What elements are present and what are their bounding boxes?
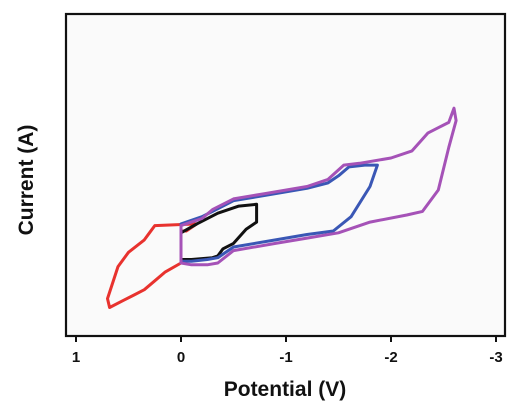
series-line-1: [106, 222, 199, 309]
x-axis-title: Potential (V): [224, 378, 347, 401]
axes-layer: 1 0 -1 -2 -3: [72, 336, 503, 366]
series-layer: [106, 106, 458, 309]
series-line-4: [179, 106, 458, 267]
x-tick-label-3: -2: [384, 349, 397, 366]
plot-background: [64, 12, 507, 338]
x-tick-label-0: 1: [72, 349, 80, 366]
series-line-3: [179, 163, 379, 263]
x-tick-label-4: -3: [489, 349, 502, 366]
x-tick-label-1: 0: [177, 349, 185, 366]
y-axis-title: Current (A): [15, 125, 38, 236]
x-tick-label-2: -1: [279, 349, 292, 366]
